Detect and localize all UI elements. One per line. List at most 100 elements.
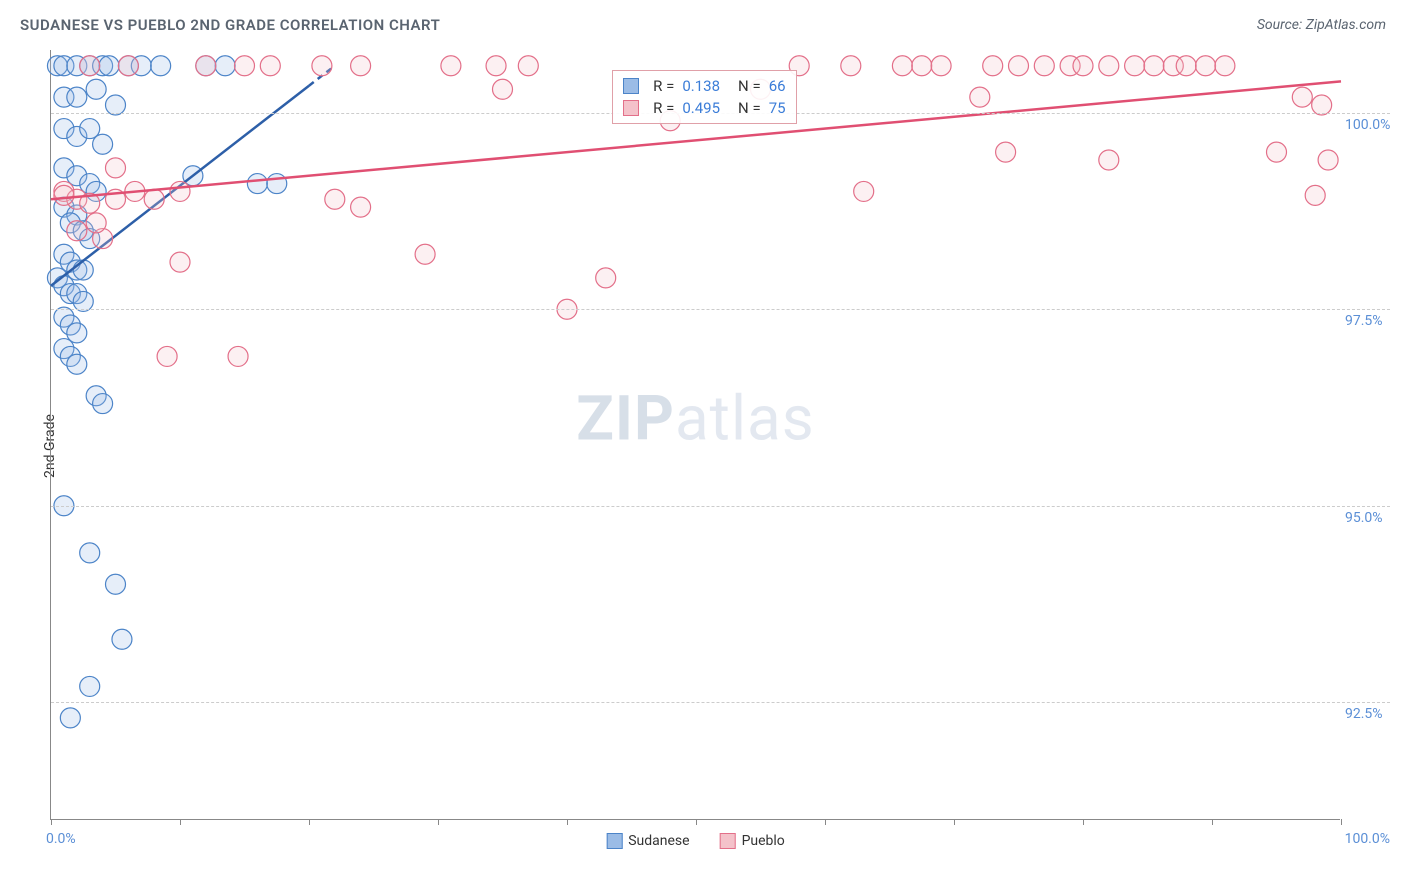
stats-r-label: R = <box>653 77 674 95</box>
scatter-point <box>931 56 951 76</box>
chart-source: Source: ZipAtlas.com <box>1257 17 1386 33</box>
legend-item: Sudanese <box>606 833 689 849</box>
scatter-point <box>1099 150 1119 170</box>
scatter-point <box>1099 56 1119 76</box>
scatter-point <box>1144 56 1164 76</box>
scatter-point <box>1125 56 1145 76</box>
legend-item: Pueblo <box>720 833 785 849</box>
scatter-point <box>1034 56 1054 76</box>
stats-n-value: 66 <box>769 77 786 95</box>
scatter-point <box>60 708 80 728</box>
x-tick <box>51 819 52 825</box>
y-tick-label: 100.0% <box>1345 117 1400 133</box>
scatter-point <box>892 56 912 76</box>
x-axis-end-label: 100.0% <box>1345 831 1390 847</box>
stats-r-value: 0.138 <box>682 77 720 95</box>
scatter-point <box>144 189 164 209</box>
stats-swatch <box>623 78 639 94</box>
plot-svg <box>51 50 1340 819</box>
scatter-point <box>1215 56 1235 76</box>
scatter-point <box>596 268 616 288</box>
scatter-point <box>351 197 371 217</box>
x-tick <box>438 819 439 825</box>
gridline-h <box>51 506 1390 507</box>
correlation-stats-box: R = 0.138 N = 66 R = 0.495 N = 75 <box>612 70 796 124</box>
scatter-point <box>170 181 190 201</box>
x-tick <box>1341 819 1342 825</box>
scatter-point <box>215 56 235 76</box>
legend-swatch <box>606 833 622 849</box>
scatter-point <box>99 56 119 76</box>
x-tick <box>309 819 310 825</box>
scatter-point <box>67 354 87 374</box>
scatter-point <box>260 56 280 76</box>
scatter-point <box>486 56 506 76</box>
scatter-point <box>157 346 177 366</box>
x-tick <box>825 819 826 825</box>
scatter-point <box>151 56 171 76</box>
stats-swatch <box>623 100 639 116</box>
stats-r-value: 0.495 <box>682 99 720 117</box>
stats-row: R = 0.495 N = 75 <box>623 97 785 119</box>
gridline-h <box>51 702 1390 703</box>
scatter-point <box>518 56 538 76</box>
scatter-point <box>1009 56 1029 76</box>
scatter-point <box>970 87 990 107</box>
x-tick <box>696 819 697 825</box>
legend-label: Sudanese <box>628 833 689 849</box>
x-tick <box>954 819 955 825</box>
y-tick-label: 97.5% <box>1345 313 1400 329</box>
scatter-point <box>1318 150 1338 170</box>
chart-header: SUDANESE VS PUEBLO 2ND GRADE CORRELATION… <box>0 0 1406 40</box>
x-tick <box>567 819 568 825</box>
scatter-point <box>228 346 248 366</box>
scatter-point <box>93 394 113 414</box>
scatter-point <box>841 56 861 76</box>
scatter-point <box>170 252 190 272</box>
scatter-point <box>1196 56 1216 76</box>
stats-row: R = 0.138 N = 66 <box>623 75 785 97</box>
scatter-point <box>80 56 100 76</box>
scatter-point <box>247 174 267 194</box>
scatter-point <box>351 56 371 76</box>
gridline-h <box>51 309 1390 310</box>
scatter-point <box>1305 185 1325 205</box>
stats-n-label: N = <box>738 99 761 117</box>
stats-n-value: 75 <box>769 99 786 117</box>
scatter-point <box>112 629 132 649</box>
scatter-point <box>196 56 216 76</box>
y-tick-label: 95.0% <box>1345 510 1400 526</box>
plot-area: ZIPatlas 92.5%95.0%97.5%100.0% 0.0% 100.… <box>50 50 1340 820</box>
stats-r-label: R = <box>653 99 674 117</box>
scatter-point <box>854 181 874 201</box>
scatter-point <box>325 189 345 209</box>
scatter-point <box>118 56 138 76</box>
bottom-legend: Sudanese Pueblo <box>606 833 785 849</box>
scatter-point <box>267 174 287 194</box>
scatter-point <box>67 87 87 107</box>
scatter-point <box>80 543 100 563</box>
scatter-point <box>493 79 513 99</box>
scatter-point <box>86 213 106 233</box>
scatter-point <box>1073 56 1093 76</box>
scatter-point <box>106 574 126 594</box>
x-tick <box>1083 819 1084 825</box>
scatter-point <box>86 79 106 99</box>
scatter-point <box>1176 56 1196 76</box>
scatter-point <box>93 134 113 154</box>
scatter-point <box>1267 142 1287 162</box>
x-tick <box>1212 819 1213 825</box>
scatter-point <box>912 56 932 76</box>
legend-label: Pueblo <box>742 833 785 849</box>
scatter-point <box>1292 87 1312 107</box>
scatter-point <box>106 158 126 178</box>
scatter-point <box>441 56 461 76</box>
legend-swatch <box>720 833 736 849</box>
stats-n-label: N = <box>738 77 761 95</box>
scatter-point <box>73 260 93 280</box>
x-axis-start-label: 0.0% <box>46 831 76 847</box>
scatter-point <box>235 56 255 76</box>
scatter-point <box>996 142 1016 162</box>
scatter-point <box>80 676 100 696</box>
chart-title: SUDANESE VS PUEBLO 2ND GRADE CORRELATION… <box>20 16 440 34</box>
